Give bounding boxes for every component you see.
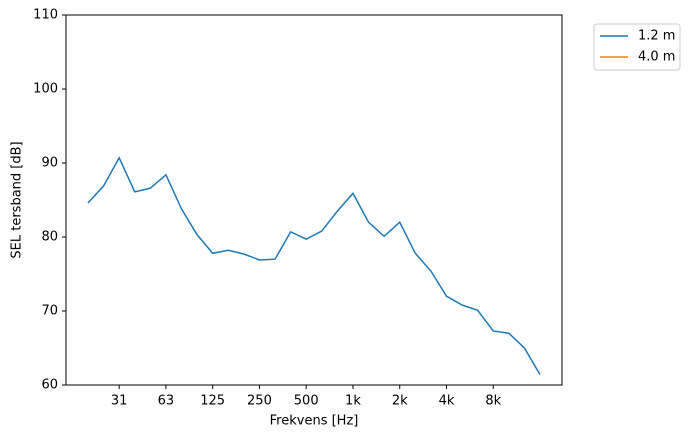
x-tick-label: 63	[158, 394, 175, 409]
y-tick-label: 110	[33, 8, 58, 23]
legend-label: 4.0 m	[638, 50, 675, 65]
x-tick-label: 8k	[485, 394, 501, 409]
plot-frame	[65, 14, 563, 386]
x-tick-label: 250	[247, 394, 272, 409]
y-tick-label: 90	[41, 156, 58, 171]
legend-label: 1.2 m	[638, 29, 675, 44]
y-tick-label: 70	[41, 304, 58, 319]
y-tick-label: 80	[41, 230, 58, 245]
x-tick-label: 1k	[345, 394, 361, 409]
y-tick-label: 100	[33, 82, 58, 97]
x-tick-label: 500	[294, 394, 319, 409]
x-axis-label: Frekvens [Hz]	[270, 414, 359, 429]
y-tick-label: 60	[41, 378, 58, 393]
line-series	[87, 156, 541, 376]
x-tick-label: 2k	[392, 394, 408, 409]
x-tick-label: 4k	[439, 394, 455, 409]
x-tick-label: 125	[200, 394, 225, 409]
y-axis-label: SEL tersband [dB]	[10, 141, 25, 258]
x-tick-label: 31	[111, 394, 128, 409]
